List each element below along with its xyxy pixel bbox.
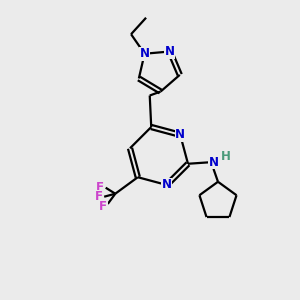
Text: N: N — [162, 178, 172, 191]
Text: N: N — [175, 128, 185, 141]
Text: N: N — [165, 45, 175, 58]
Text: H: H — [221, 150, 231, 164]
Text: N: N — [208, 156, 218, 169]
Text: F: F — [99, 200, 107, 213]
Text: F: F — [96, 181, 104, 194]
Text: F: F — [95, 190, 103, 203]
Text: N: N — [140, 47, 150, 60]
